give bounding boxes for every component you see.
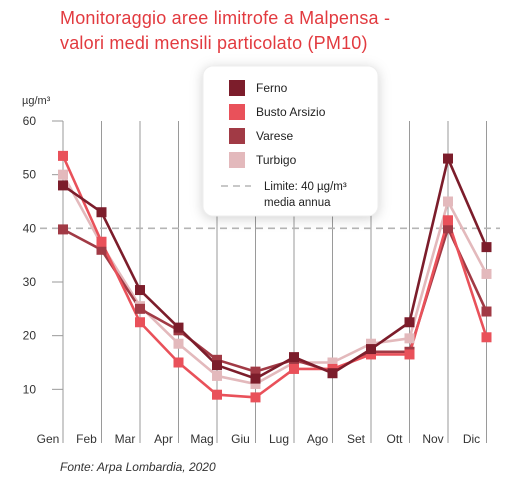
y-tick-label: 50 bbox=[23, 168, 37, 182]
chart-title: Monitoraggio aree limitrofe a Malpensa -… bbox=[60, 6, 500, 56]
legend-label-limit: Limite: 40 µg/m³ bbox=[264, 181, 347, 193]
x-tick-label: Feb bbox=[76, 432, 97, 446]
data-point-busto-arsizio bbox=[135, 317, 145, 328]
data-point-turbigo bbox=[404, 333, 415, 344]
source-note: Fonte: Arpa Lombardia, 2020 bbox=[60, 460, 216, 474]
legend-label-varese: Varese bbox=[256, 129, 293, 143]
data-point-turbigo bbox=[250, 378, 261, 389]
x-tick-label: Mag bbox=[190, 432, 213, 446]
x-tick-label: Lug bbox=[269, 432, 289, 446]
legend-swatch-ferno bbox=[229, 80, 245, 96]
data-point-ferno bbox=[366, 344, 376, 355]
y-tick-label: 20 bbox=[23, 329, 37, 343]
data-point-turbigo bbox=[212, 370, 222, 381]
data-point-turbigo bbox=[173, 338, 184, 349]
y-tick-label: 60 bbox=[23, 114, 37, 128]
series-line-varese bbox=[62, 227, 488, 373]
data-point-busto-arsizio bbox=[404, 349, 415, 360]
data-point-ferno bbox=[173, 322, 184, 333]
x-tick-label: Mar bbox=[115, 432, 136, 446]
y-tick-label: 10 bbox=[23, 382, 37, 396]
data-point-turbigo bbox=[58, 169, 68, 180]
data-point-varese bbox=[250, 366, 261, 377]
legend-label-ferno: Ferno bbox=[256, 81, 288, 95]
data-point-busto-arsizio bbox=[443, 215, 453, 226]
data-point-busto-arsizio bbox=[289, 363, 299, 374]
data-point-ferno bbox=[289, 352, 299, 363]
data-point-ferno bbox=[58, 180, 68, 191]
data-point-ferno bbox=[404, 317, 415, 328]
data-point-busto-arsizio bbox=[250, 392, 261, 403]
data-point-ferno bbox=[135, 285, 145, 296]
data-point-busto-arsizio bbox=[96, 236, 107, 247]
data-point-varese bbox=[96, 244, 107, 255]
data-point-ferno bbox=[250, 373, 261, 384]
chart-title-line-1: Monitoraggio aree limitrofe a Malpensa - bbox=[60, 8, 391, 28]
legend-swatch-turbigo bbox=[229, 152, 245, 168]
x-tick-label: Giu bbox=[231, 432, 250, 446]
x-tick-label: Apr bbox=[154, 432, 173, 446]
x-tick-label: Ago bbox=[307, 432, 329, 446]
y-tick-label: 40 bbox=[23, 221, 37, 235]
data-point-busto-arsizio bbox=[212, 389, 222, 400]
x-tick-label: Set bbox=[347, 432, 366, 446]
data-point-busto-arsizio bbox=[366, 349, 376, 360]
chart-title-line-2: valori medi mensili particolato (PM10) bbox=[60, 33, 368, 53]
series-line-turbigo bbox=[61, 174, 488, 386]
data-point-varese bbox=[58, 224, 68, 235]
x-tick-label: Gen bbox=[37, 432, 60, 446]
data-point-turbigo bbox=[443, 196, 453, 207]
data-point-ferno bbox=[96, 207, 107, 218]
data-point-varese bbox=[135, 303, 145, 314]
data-point-varese bbox=[481, 306, 492, 317]
y-tick-label: 30 bbox=[23, 275, 37, 289]
legend-box bbox=[202, 65, 379, 217]
y-axis-unit-label: µg/m³ bbox=[22, 95, 51, 107]
series-line-ferno bbox=[62, 157, 488, 380]
legend-label-busto-arsizio: Busto Arsizio bbox=[256, 105, 326, 119]
data-point-ferno bbox=[481, 242, 492, 253]
data-point-varese bbox=[212, 354, 222, 365]
data-point-ferno bbox=[212, 360, 222, 371]
data-point-busto-arsizio bbox=[173, 357, 184, 368]
data-point-busto-arsizio bbox=[58, 150, 68, 161]
data-point-turbigo bbox=[327, 357, 338, 368]
data-point-turbigo bbox=[481, 268, 492, 279]
legend-swatch-busto-arsizio bbox=[229, 104, 245, 120]
data-point-ferno bbox=[443, 153, 453, 164]
x-tick-label: Nov bbox=[422, 432, 443, 446]
legend-label-turbigo: Turbigo bbox=[256, 153, 297, 167]
data-point-ferno bbox=[327, 368, 338, 379]
data-point-busto-arsizio bbox=[481, 332, 492, 343]
legend-swatch-varese bbox=[229, 128, 245, 144]
x-tick-label: Ott bbox=[386, 432, 403, 446]
data-point-varese bbox=[443, 223, 453, 234]
series-line-busto-arsizio bbox=[61, 155, 488, 399]
x-tick-label: Dic bbox=[463, 432, 480, 446]
legend-label-limit: media annua bbox=[264, 197, 331, 209]
data-point-turbigo bbox=[366, 338, 376, 349]
